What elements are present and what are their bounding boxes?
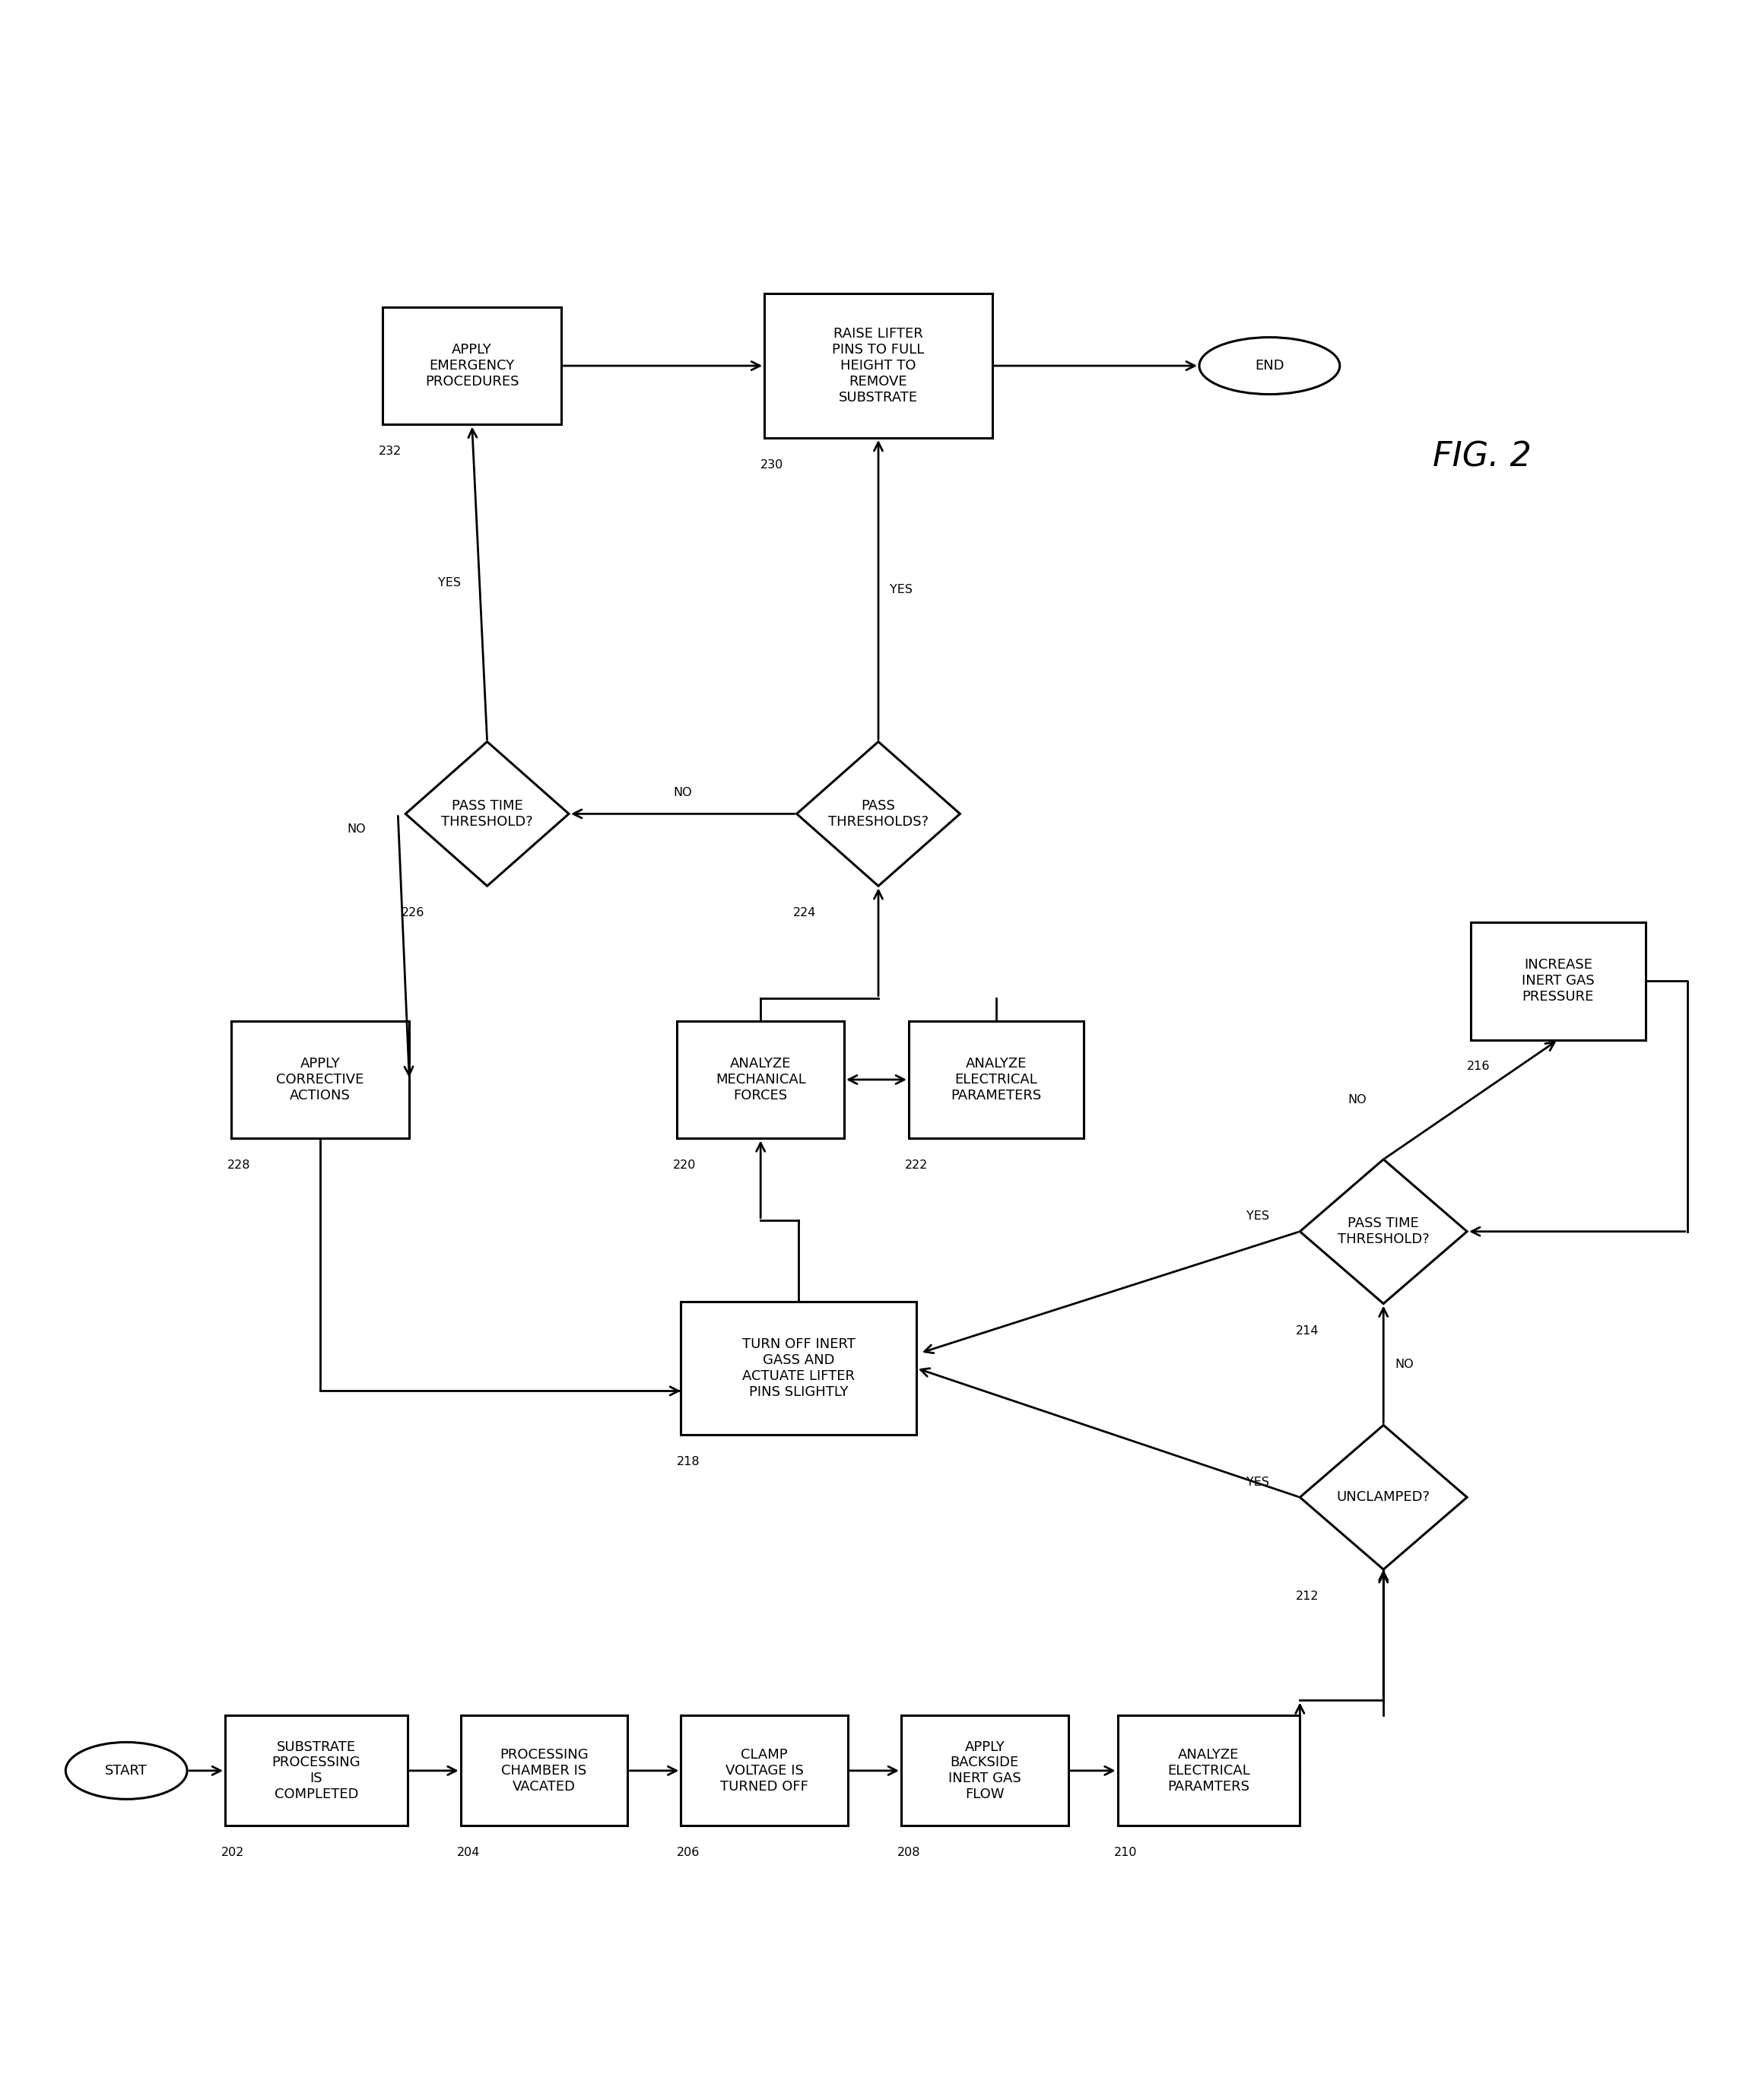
Text: 230: 230 [761, 460, 784, 470]
FancyBboxPatch shape [680, 1716, 848, 1825]
Text: NO: NO [673, 788, 692, 798]
FancyBboxPatch shape [382, 307, 562, 424]
Polygon shape [405, 741, 569, 886]
Text: 210: 210 [1114, 1848, 1136, 1858]
Text: 216: 216 [1468, 1060, 1491, 1073]
Text: 212: 212 [1297, 1590, 1320, 1602]
Text: 224: 224 [793, 907, 816, 918]
Text: 206: 206 [677, 1848, 700, 1858]
Text: YES: YES [437, 578, 460, 588]
Text: NO: NO [1396, 1359, 1415, 1369]
Text: 202: 202 [222, 1848, 245, 1858]
Ellipse shape [1200, 338, 1339, 395]
Text: ANALYZE
ELECTRICAL
PARAMETERS: ANALYZE ELECTRICAL PARAMETERS [951, 1056, 1041, 1103]
Text: PROCESSING
CHAMBER IS
VACATED: PROCESSING CHAMBER IS VACATED [500, 1747, 589, 1793]
Text: START: START [106, 1764, 148, 1777]
FancyBboxPatch shape [1117, 1716, 1300, 1825]
Text: ANALYZE
ELECTRICAL
PARAMTERS: ANALYZE ELECTRICAL PARAMTERS [1168, 1747, 1249, 1793]
Text: PASS TIME
THRESHOLD?: PASS TIME THRESHOLD? [1337, 1216, 1429, 1245]
Text: UNCLAMPED?: UNCLAMPED? [1337, 1491, 1431, 1504]
Text: CLAMP
VOLTAGE IS
TURNED OFF: CLAMP VOLTAGE IS TURNED OFF [721, 1747, 809, 1793]
FancyBboxPatch shape [677, 1021, 844, 1138]
Text: RAISE LIFTER
PINS TO FULL
HEIGHT TO
REMOVE
SUBSTRATE: RAISE LIFTER PINS TO FULL HEIGHT TO REMO… [832, 328, 925, 403]
Text: 208: 208 [897, 1848, 920, 1858]
Text: YES: YES [1247, 1476, 1270, 1487]
Text: FIG. 2: FIG. 2 [1433, 441, 1531, 473]
Text: NO: NO [1348, 1094, 1366, 1105]
Text: ANALYZE
MECHANICAL
FORCES: ANALYZE MECHANICAL FORCES [715, 1056, 805, 1103]
Text: PASS
THRESHOLDS?: PASS THRESHOLDS? [828, 800, 929, 830]
Text: APPLY
BACKSIDE
INERT GAS
FLOW: APPLY BACKSIDE INERT GAS FLOW [948, 1741, 1022, 1802]
Text: 232: 232 [379, 445, 402, 458]
Ellipse shape [65, 1743, 187, 1800]
FancyBboxPatch shape [765, 294, 992, 439]
Text: 226: 226 [402, 907, 425, 918]
Text: INCREASE
INERT GAS
PRESSURE: INCREASE INERT GAS PRESSURE [1522, 958, 1595, 1004]
Text: PASS TIME
THRESHOLD?: PASS TIME THRESHOLD? [440, 800, 534, 830]
FancyBboxPatch shape [1471, 922, 1646, 1040]
FancyBboxPatch shape [460, 1716, 627, 1825]
Text: APPLY
CORRECTIVE
ACTIONS: APPLY CORRECTIVE ACTIONS [277, 1056, 365, 1103]
Text: YES: YES [890, 584, 913, 596]
Text: 214: 214 [1297, 1325, 1320, 1336]
Polygon shape [1300, 1426, 1468, 1569]
Text: 220: 220 [673, 1159, 696, 1172]
Text: TURN OFF INERT
GASS AND
ACTUATE LIFTER
PINS SLIGHTLY: TURN OFF INERT GASS AND ACTUATE LIFTER P… [742, 1338, 855, 1399]
Text: YES: YES [1247, 1210, 1270, 1222]
Text: 222: 222 [906, 1159, 929, 1172]
Text: NO: NO [347, 823, 365, 834]
Text: APPLY
EMERGENCY
PROCEDURES: APPLY EMERGENCY PROCEDURES [425, 342, 520, 388]
Text: END: END [1255, 359, 1284, 372]
Text: SUBSTRATE
PROCESSING
IS
COMPLETED: SUBSTRATE PROCESSING IS COMPLETED [271, 1741, 361, 1802]
FancyBboxPatch shape [231, 1021, 409, 1138]
Polygon shape [1300, 1159, 1468, 1304]
Text: 228: 228 [227, 1159, 250, 1172]
FancyBboxPatch shape [680, 1302, 916, 1434]
Text: 204: 204 [456, 1848, 479, 1858]
FancyBboxPatch shape [900, 1716, 1068, 1825]
FancyBboxPatch shape [226, 1716, 407, 1825]
Text: 218: 218 [677, 1455, 700, 1468]
FancyBboxPatch shape [909, 1021, 1084, 1138]
Polygon shape [796, 741, 960, 886]
